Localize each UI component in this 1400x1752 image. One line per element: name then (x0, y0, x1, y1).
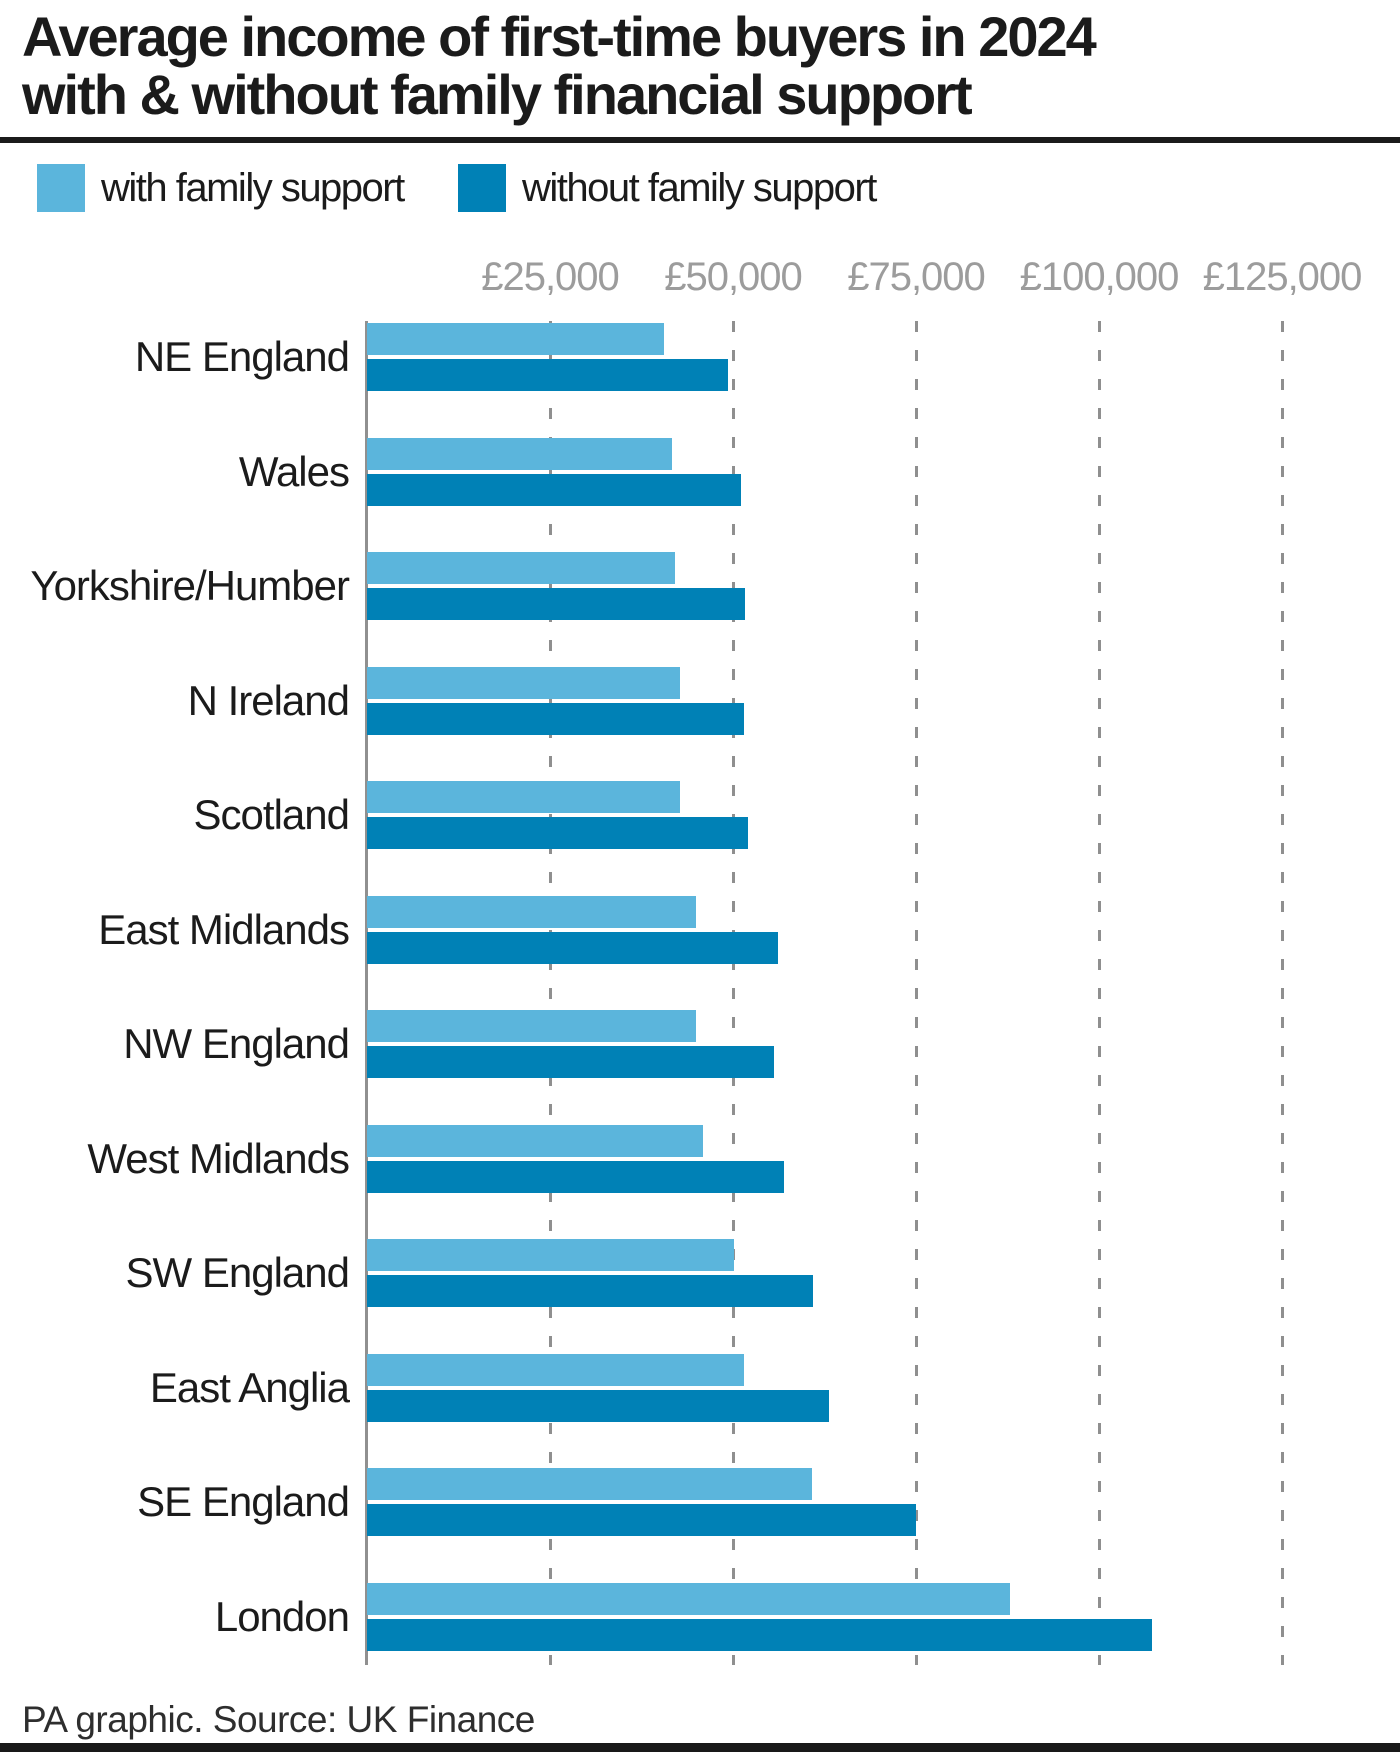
bar-with-family-support (367, 437, 672, 470)
bar-without-family-support (367, 702, 744, 735)
legend-item-without-family-support: without family support (458, 164, 877, 212)
bar-with-family-support (367, 781, 680, 813)
legend-swatch-with-family-support (37, 164, 85, 212)
bar-without-family-support (367, 588, 745, 620)
legend-label-with-family-support: with family support (101, 165, 405, 210)
bar-without-family-support (367, 1389, 829, 1422)
x-axis-tick-label: £100,000 (1019, 255, 1180, 299)
gridline (1280, 321, 1284, 1665)
bar-without-family-support (367, 931, 778, 964)
title-divider-rule (0, 137, 1400, 143)
category-label: SE England (137, 1478, 350, 1525)
bar-with-family-support (367, 1124, 703, 1157)
x-axis-tick-label: £25,000 (481, 255, 620, 299)
category-label: SW England (125, 1249, 350, 1296)
gridline (731, 321, 735, 1665)
legend: with family support without family suppo… (0, 164, 1400, 212)
bar-without-family-support (367, 359, 728, 391)
legend-label-without-family-support: without family support (522, 165, 877, 210)
x-axis-tick-label: £75,000 (847, 255, 986, 299)
y-axis-line (365, 321, 368, 1665)
category-label: East Midlands (98, 905, 350, 953)
gridline (548, 321, 552, 1665)
category-label: London (214, 1592, 350, 1640)
bar-with-family-support (367, 895, 696, 928)
bar-without-family-support (367, 817, 748, 849)
gridline (914, 321, 918, 1665)
category-label: Scotland (193, 791, 350, 838)
bar-without-family-support (367, 1618, 1152, 1651)
bar-without-family-support (367, 1504, 916, 1536)
chart-title-line-2: with & without family financial support (22, 63, 973, 126)
gridline (1097, 321, 1101, 1665)
bar-with-family-support (367, 552, 675, 584)
category-label: West Midlands (87, 1134, 350, 1182)
bar-with-family-support (367, 1353, 744, 1386)
chart-title-line-1: Average income of first-time buyers in 2… (22, 5, 1097, 68)
legend-swatch-without-family-support (458, 164, 506, 212)
category-label: NE England (134, 333, 350, 380)
bar-with-family-support (367, 323, 664, 355)
bar-with-family-support (367, 1239, 734, 1271)
source-credit: PA graphic. Source: UK Finance (22, 1699, 535, 1740)
bar-with-family-support (367, 1010, 696, 1042)
x-axis-tick-label: £125,000 (1202, 255, 1363, 299)
plot-area (365, 321, 1300, 1665)
bar-with-family-support (367, 1582, 1010, 1615)
category-label: Yorkshire/Humber (30, 562, 350, 609)
bar-without-family-support (367, 1275, 813, 1307)
x-axis-tick-label: £50,000 (664, 255, 803, 299)
legend-item-with-family-support: with family support (37, 164, 405, 212)
category-label: East Anglia (149, 1363, 350, 1411)
bar-with-family-support (367, 666, 680, 699)
bar-without-family-support (367, 1160, 784, 1193)
bar-without-family-support (367, 473, 741, 506)
category-label: N Ireland (187, 676, 350, 724)
bar-without-family-support (367, 1046, 774, 1078)
category-label: Wales (238, 447, 350, 495)
bar-with-family-support (367, 1468, 812, 1500)
bottom-border-bar (0, 1743, 1400, 1752)
category-label: NW England (123, 1020, 350, 1067)
